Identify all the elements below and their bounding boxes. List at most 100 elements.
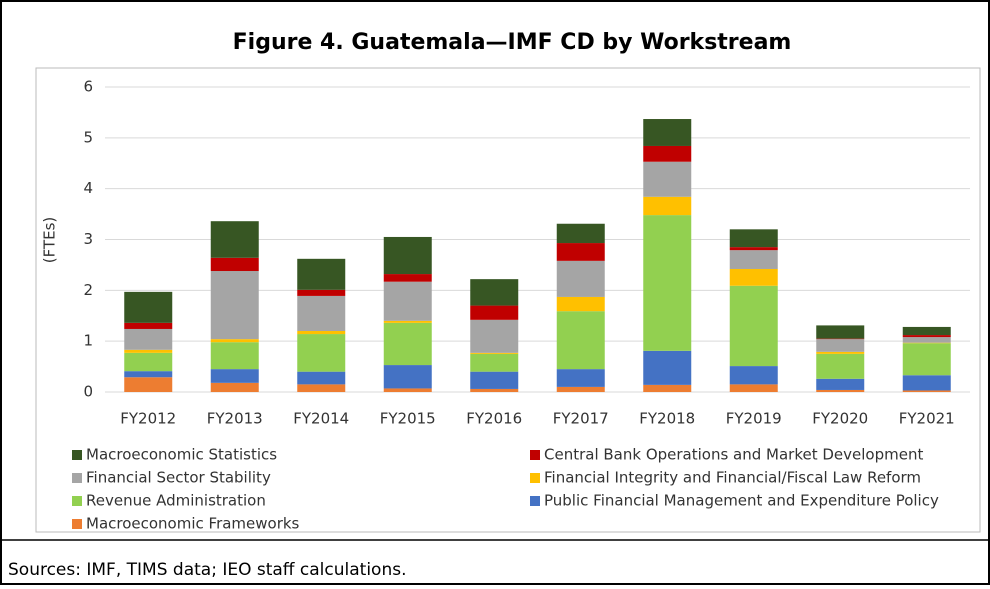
x-tick-label: FY2014 [293, 410, 349, 428]
bar-segment [729, 268, 778, 286]
bar-segment [643, 119, 692, 146]
bar-segment [902, 335, 951, 338]
bar-segment [556, 386, 605, 392]
bar-segment [297, 258, 346, 290]
bar-segment [902, 337, 951, 343]
bar-segment [729, 384, 778, 392]
bar-segment [729, 247, 778, 251]
bar-segment [902, 390, 951, 392]
bar-segment [470, 352, 519, 354]
bar-segment [124, 291, 173, 323]
bar-segment [297, 295, 346, 331]
bar-segment [383, 274, 432, 282]
bar-segment [210, 257, 259, 272]
bar-segment [210, 339, 259, 343]
legend-swatch [530, 450, 540, 460]
bar-segment [643, 350, 692, 385]
bar-segment [383, 388, 432, 392]
legend-label: Revenue Administration [86, 492, 266, 510]
bar-segment [297, 289, 346, 296]
y-tick-label: 0 [83, 383, 93, 401]
legend-swatch [72, 519, 82, 529]
x-tick-label: FY2012 [120, 410, 176, 428]
bar-segment [729, 250, 778, 269]
x-tick-label: FY2013 [207, 410, 263, 428]
legend-swatch [72, 473, 82, 483]
legend-label: Financial Integrity and Financial/Fiscal… [544, 469, 921, 487]
y-tick-label: 6 [83, 78, 93, 96]
legend-swatch [72, 496, 82, 506]
source-note: Sources: IMF, TIMS data; IEO staff calcu… [8, 560, 407, 580]
bar-segment [470, 319, 519, 353]
bar-segment [816, 338, 865, 340]
legend-label: Financial Sector Stability [86, 469, 271, 487]
bar-segment [210, 369, 259, 383]
bar-segment [297, 331, 346, 335]
bar-segment [124, 377, 173, 392]
bar-segment [297, 371, 346, 385]
bar-segment [556, 311, 605, 370]
y-tick-label: 3 [83, 230, 93, 248]
legend-swatch [530, 496, 540, 506]
bar-segment [816, 325, 865, 339]
x-tick-label: FY2016 [466, 410, 522, 428]
bar-segment [729, 366, 778, 385]
bar-segment [643, 145, 692, 162]
bar-segment [556, 369, 605, 387]
bar-segment [816, 353, 865, 379]
bar-segment [902, 342, 951, 344]
bar-segment [383, 281, 432, 321]
bar-segment [729, 229, 778, 248]
plot-frame [35, 67, 981, 533]
bar-segment [124, 352, 173, 372]
bar-segment [383, 236, 432, 275]
x-tick-label: FY2017 [553, 410, 609, 428]
bar-segment [643, 384, 692, 392]
bar-segment [643, 161, 692, 197]
legend-swatch [530, 473, 540, 483]
legend-label: Public Financial Management and Expendit… [544, 492, 939, 510]
legend-swatch [72, 450, 82, 460]
bar-segment [210, 271, 259, 340]
chart-title: Figure 4. Guatemala—IMF CD by Workstream [233, 30, 792, 55]
bar-segment [816, 389, 865, 392]
legend-label: Macroeconomic Frameworks [86, 515, 300, 533]
bar-segment [124, 349, 173, 353]
bar-segment [383, 322, 432, 366]
bar-segment [643, 196, 692, 216]
bar-segment [470, 279, 519, 306]
bar-segment [297, 334, 346, 372]
bar-segment [470, 305, 519, 320]
y-tick-label: 1 [83, 332, 93, 350]
x-tick-label: FY2021 [899, 410, 955, 428]
bar-segment [210, 342, 259, 370]
bar-segment [556, 260, 605, 297]
x-tick-label: FY2018 [639, 410, 695, 428]
bar-segment [816, 378, 865, 390]
y-tick-label: 2 [83, 281, 93, 299]
bar-segment [470, 388, 519, 392]
bar-segment [729, 285, 778, 367]
bar-segment [470, 353, 519, 372]
x-tick-label: FY2019 [726, 410, 782, 428]
bar-segment [383, 320, 432, 323]
y-axis-label: (FTEs) [41, 217, 59, 264]
bar-segment [470, 371, 519, 389]
x-tick-label: FY2015 [380, 410, 436, 428]
x-tick-label: FY2020 [812, 410, 868, 428]
bar-segment [643, 215, 692, 351]
legend-label: Macroeconomic Statistics [86, 446, 277, 464]
bar-segment [383, 365, 432, 389]
bar-segment [124, 328, 173, 350]
bar-segment [816, 351, 865, 354]
legend-label: Central Bank Operations and Market Devel… [544, 446, 923, 464]
bar-segment [124, 371, 173, 378]
y-tick-label: 5 [83, 128, 93, 146]
bar-segment [556, 296, 605, 312]
bar-segment [902, 326, 951, 336]
bar-segment [816, 339, 865, 352]
bar-segment [210, 221, 259, 258]
bar-segment [902, 375, 951, 391]
